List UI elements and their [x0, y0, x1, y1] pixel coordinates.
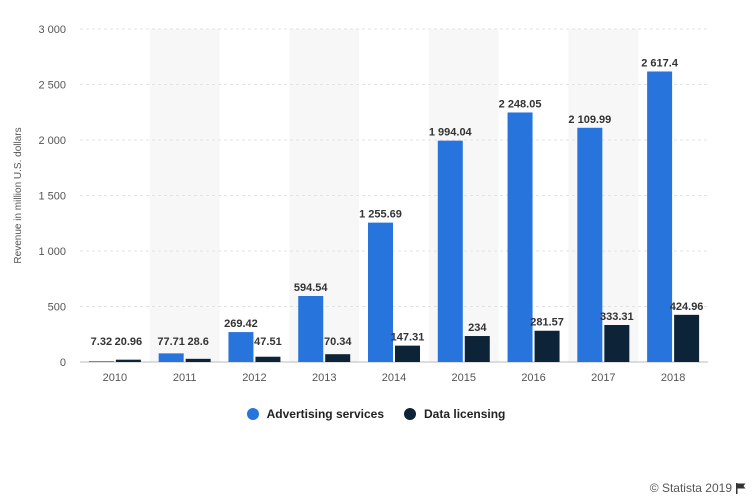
bar-data-licensing-2012[interactable]	[255, 356, 281, 362]
x-tick-label: 2010	[103, 372, 127, 384]
bar-advertising-2015[interactable]	[437, 140, 463, 362]
data-label: 2 109.99	[568, 114, 611, 126]
bar-data-licensing-2013[interactable]	[325, 354, 351, 362]
statista-credit[interactable]: © Statista 2019	[650, 481, 746, 495]
bar-data-licensing-2018[interactable]	[674, 314, 700, 362]
bar-advertising-2017[interactable]	[577, 127, 603, 362]
x-tick-label: 2013	[312, 372, 336, 384]
bar-data-licensing-2017[interactable]	[604, 325, 630, 362]
y-tick-label: 2 000	[38, 135, 66, 147]
legend: Advertising services Data licensing	[0, 407, 752, 421]
x-tick-label: 2012	[242, 372, 266, 384]
legend-item-data-licensing[interactable]: Data licensing	[404, 407, 505, 421]
y-tick-label: 1 500	[38, 191, 66, 203]
data-label: 1 994.04	[429, 127, 473, 139]
data-label: 594.54	[294, 282, 329, 294]
x-tick-label: 2017	[591, 372, 615, 384]
x-tick-label: 2016	[521, 372, 545, 384]
gridlines	[80, 28, 708, 363]
bar-advertising-2010[interactable]	[88, 361, 114, 362]
data-label: 269.42	[224, 318, 258, 330]
bar-data-licensing-2011[interactable]	[185, 358, 211, 362]
x-tick-label: 2011	[173, 372, 197, 384]
y-tick-label: 3 000	[38, 24, 66, 36]
bar-data-licensing-2010[interactable]	[115, 359, 141, 362]
legend-label-advertising: Advertising services	[266, 407, 385, 421]
y-axis: 0 500 1 000 1 500 2 000 2 500 3 000	[38, 24, 66, 369]
y-tick-label: 500	[48, 302, 66, 314]
bar-data-licensing-2014[interactable]	[395, 345, 420, 362]
legend-marker-data-licensing	[404, 408, 417, 420]
data-label: 1 255.69	[359, 209, 402, 221]
data-label: 77.71	[157, 336, 185, 348]
data-label: 7.32	[91, 336, 112, 348]
bar-advertising-2014[interactable]	[368, 222, 393, 362]
x-tick-label: 2015	[452, 372, 476, 384]
data-label: 234	[468, 322, 487, 334]
data-label: 424.96	[670, 301, 704, 313]
y-axis-label: Revenue in million U.S. dollars	[13, 127, 24, 263]
bar-advertising-2018[interactable]	[647, 71, 673, 362]
data-label: 20.96	[115, 336, 143, 348]
bars	[88, 71, 700, 362]
x-tick-label: 2018	[661, 372, 685, 384]
y-tick-label: 1 000	[38, 246, 66, 258]
data-labels: 7.32 20.96 77.71 28.6 269.42 47.51 594.54 70.34…	[91, 57, 704, 348]
bar-advertising-2012[interactable]	[228, 332, 254, 362]
y-tick-label: 0	[60, 357, 66, 369]
bar-data-licensing-2015[interactable]	[464, 336, 490, 362]
data-label: 333.31	[600, 311, 634, 323]
data-label: 28.6	[187, 336, 208, 348]
legend-marker-advertising	[246, 408, 259, 420]
bar-advertising-2011[interactable]	[158, 353, 184, 362]
flag-icon	[736, 482, 746, 494]
data-label: 47.51	[254, 336, 282, 348]
y-tick-label: 2 500	[38, 80, 66, 92]
bar-advertising-2016[interactable]	[507, 112, 533, 362]
x-axis: 2010 2011 2012 2013 2014 2015 2016 2017 2018	[103, 372, 686, 384]
data-label: 147.31	[391, 332, 425, 344]
data-label: 70.34	[324, 336, 352, 348]
credit-text: © Statista 2019	[649, 481, 732, 495]
data-label: 281.57	[530, 317, 564, 329]
bar-advertising-2013[interactable]	[298, 296, 324, 362]
data-label: 2 248.05	[499, 98, 542, 110]
x-tick-label: 2014	[382, 372, 406, 384]
legend-item-advertising[interactable]: Advertising services	[246, 407, 385, 421]
legend-label-data-licensing: Data licensing	[424, 407, 506, 421]
bar-data-licensing-2016[interactable]	[534, 330, 560, 362]
data-label: 2 617.4	[641, 57, 679, 69]
